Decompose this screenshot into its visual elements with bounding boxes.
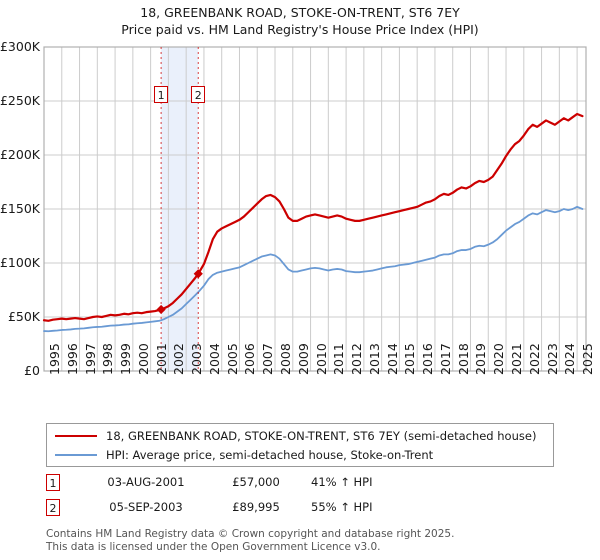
x-axis-tick-label: 2020	[491, 343, 507, 375]
x-axis-tick-label: 2019	[473, 343, 489, 375]
x-axis-tick-label: 1999	[118, 343, 134, 375]
footer-attribution: Contains HM Land Registry data © Crown c…	[46, 528, 566, 553]
chart-legend: 18, GREENBANK ROAD, STOKE-ON-TRENT, ST6 …	[46, 423, 554, 467]
footer-line-1: Contains HM Land Registry data © Crown c…	[46, 528, 455, 540]
y-axis-tick-label: £300K	[0, 39, 40, 54]
transaction-hpi-delta: 41% ↑ HPI	[311, 475, 373, 489]
x-axis-tick-label: 2023	[544, 343, 560, 375]
legend-item-hpi: HPI: Average price, semi-detached house,…	[55, 445, 433, 465]
x-axis-tick-label: 2002	[171, 343, 187, 375]
x-axis-tick-label: 2024	[562, 343, 578, 375]
transactions-table: 1 03-AUG-2001 £57,000 41% ↑ HPI 2 05-SEP-2003…	[46, 472, 446, 522]
y-axis-tick-label: £150K	[0, 201, 40, 216]
transaction-price: £89,995	[232, 500, 280, 514]
title-line-1: 18, GREENBANK ROAD, STOKE-ON-TRENT, ST6 …	[140, 5, 460, 20]
series-line-hpi	[43, 205, 584, 333]
x-axis-tick-label: 2014	[384, 343, 400, 375]
footer-line-2: This data is licensed under the Open Gov…	[46, 540, 381, 553]
legend-label-hpi: HPI: Average price, semi-detached house,…	[106, 448, 434, 462]
table-row[interactable]: 2 05-SEP-2003 £89,995 55% ↑ HPI	[46, 497, 446, 522]
marker-flag-2[interactable]: 2	[191, 86, 206, 103]
marker-point-2[interactable]	[193, 269, 203, 279]
y-axis-tick-label: £0	[24, 363, 40, 378]
x-axis-tick-label: 2006	[242, 343, 258, 375]
x-axis-tick-label: 2008	[278, 343, 294, 375]
transaction-price: £57,000	[232, 475, 280, 489]
chart-plot-area: £0 £50K £100K £150K £200K £250K £300K 1995 1996 1…	[0, 39, 596, 378]
x-axis-tick-label: 2004	[206, 343, 222, 375]
x-axis-tick-label: 2005	[224, 343, 240, 375]
series-line-price-paid	[42, 112, 584, 322]
x-axis-tick-label: 1998	[100, 343, 116, 375]
x-axis-tick-label: 2009	[295, 343, 311, 375]
x-axis-tick-label: 2011	[331, 343, 347, 375]
x-axis-tick-label: 2015	[402, 343, 418, 375]
title-line-2: Price paid vs. HM Land Registry's House …	[121, 22, 479, 37]
y-axis-tick-label: £250K	[0, 93, 40, 108]
x-axis-tick-label: 2025	[580, 343, 596, 375]
x-axis-tick-label: 1996	[64, 343, 80, 375]
x-axis-tick-label: 2007	[260, 343, 276, 375]
x-axis-tick-label: 2013	[366, 343, 382, 375]
legend-label-price-paid: 18, GREENBANK ROAD, STOKE-ON-TRENT, ST6 …	[106, 429, 537, 443]
x-axis-tick-label: 2016	[420, 343, 436, 375]
x-axis-tick-label: 2012	[349, 343, 365, 375]
chart-svg	[42, 46, 587, 372]
transaction-date: 05-SEP-2003	[109, 500, 183, 514]
transaction-index-badge: 1	[46, 474, 60, 491]
x-axis-tick-label: 2017	[437, 343, 453, 375]
transaction-hpi-delta: 55% ↑ HPI	[311, 500, 373, 514]
x-axis-tick-label: 2018	[455, 343, 471, 375]
x-axis-tick-label: 2003	[189, 343, 205, 375]
y-axis-tick-label: £200K	[0, 147, 40, 162]
marker-flag-1[interactable]: 1	[154, 86, 169, 103]
marker-point-1[interactable]	[156, 304, 166, 315]
table-row[interactable]: 1 03-AUG-2001 £57,000 41% ↑ HPI	[46, 472, 446, 497]
x-axis-tick-label: 2010	[313, 343, 329, 375]
x-axis-tick-label: 2001	[153, 343, 169, 375]
x-axis-tick-label: 2021	[509, 343, 525, 375]
legend-swatch-blue-icon	[55, 454, 97, 456]
x-axis-tick-label: 1995	[47, 343, 62, 375]
transaction-index-badge: 2	[46, 499, 60, 516]
legend-swatch-red-icon	[55, 435, 97, 437]
page-title: 18, GREENBANK ROAD, STOKE-ON-TRENT, ST6 …	[0, 4, 600, 38]
y-axis-tick-label: £100K	[0, 255, 40, 270]
x-axis-tick-label: 2000	[135, 343, 151, 375]
legend-item-price-paid: 18, GREENBANK ROAD, STOKE-ON-TRENT, ST6 …	[55, 426, 536, 446]
y-axis-tick-label: £50K	[7, 309, 40, 324]
x-axis-tick-label: 2022	[526, 343, 542, 375]
x-axis-tick-label: 1997	[82, 343, 98, 375]
transaction-date: 03-AUG-2001	[107, 475, 185, 489]
